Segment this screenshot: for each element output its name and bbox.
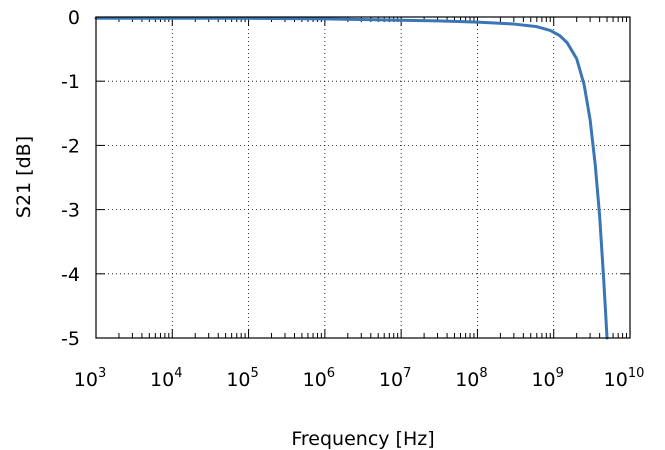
x-tick-label-exponent: 3 bbox=[98, 366, 106, 381]
x-tick-label-base: 10 bbox=[379, 369, 403, 391]
x-tick-label-exponent: 6 bbox=[327, 366, 335, 381]
x-tick-label-base: 10 bbox=[303, 369, 327, 391]
x-tick-label: 103 bbox=[74, 366, 106, 391]
x-tick-label: 104 bbox=[150, 366, 182, 391]
x-tick-label-base: 10 bbox=[531, 369, 555, 391]
y-axis-label: S21 [dB] bbox=[13, 136, 35, 218]
x-tick-label-base: 10 bbox=[455, 369, 479, 391]
grid bbox=[96, 17, 630, 338]
x-tick-label-exponent: 8 bbox=[479, 366, 487, 381]
minor-ticks bbox=[118, 17, 628, 338]
x-tick-label-base: 10 bbox=[604, 369, 628, 391]
x-tick-label-base: 10 bbox=[226, 369, 250, 391]
y-tick-label: -1 bbox=[61, 71, 80, 93]
x-tick-label: 106 bbox=[303, 366, 335, 391]
y-tick-label: -3 bbox=[61, 200, 80, 222]
x-tick-label-exponent: 9 bbox=[556, 366, 564, 381]
x-tick-label-exponent: 4 bbox=[174, 366, 182, 381]
x-tick-label: 109 bbox=[531, 366, 563, 391]
y-tick-label: -4 bbox=[61, 264, 80, 286]
x-tick-label-exponent: 7 bbox=[403, 366, 411, 381]
major-ticks bbox=[95, 16, 631, 339]
x-tick-label: 105 bbox=[226, 366, 258, 391]
plot-frame bbox=[95, 16, 631, 339]
x-tick-label-base: 10 bbox=[74, 369, 98, 391]
y-tick-labels: 0 -1 -2 -3 -4 -5 bbox=[61, 7, 80, 350]
series-layer bbox=[94, 16, 609, 340]
x-axis-label: Frequency [Hz] bbox=[291, 428, 434, 450]
x-tick-label: 108 bbox=[455, 366, 487, 391]
x-tick-label-exponent: 5 bbox=[251, 366, 259, 381]
y-tick-label: -5 bbox=[61, 328, 80, 350]
x-tick-label: 107 bbox=[379, 366, 411, 391]
x-tick-labels: 103 104 105 106 107 108 109 1010 bbox=[74, 366, 645, 391]
y-tick-label: -2 bbox=[61, 135, 80, 157]
x-tick-label: 1010 bbox=[604, 366, 645, 391]
series-line bbox=[94, 16, 609, 340]
x-tick-label-base: 10 bbox=[150, 369, 174, 391]
x-tick-label-exponent: 10 bbox=[628, 366, 645, 381]
y-tick-label: 0 bbox=[68, 7, 80, 29]
